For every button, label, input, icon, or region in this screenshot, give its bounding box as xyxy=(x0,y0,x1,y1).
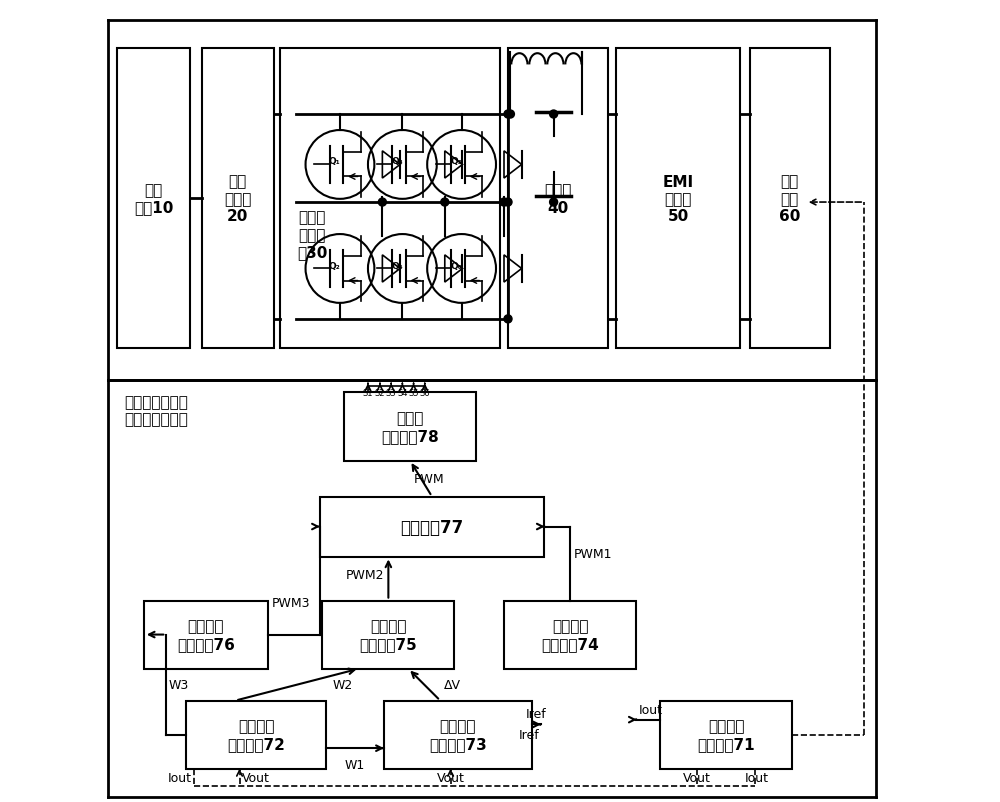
Text: W2: W2 xyxy=(333,678,353,691)
Text: 负载特性
辨识模块72: 负载特性 辨识模块72 xyxy=(227,719,285,751)
Text: PWM: PWM xyxy=(414,472,445,485)
Circle shape xyxy=(504,199,512,207)
Text: 滤波器
40: 滤波器 40 xyxy=(544,183,572,216)
Text: 交流
负载
60: 交流 负载 60 xyxy=(779,174,800,224)
Text: ΔV: ΔV xyxy=(444,678,461,691)
Text: 电压前馈
控制模块76: 电压前馈 控制模块76 xyxy=(177,618,235,651)
Text: Q₆: Q₆ xyxy=(451,261,462,270)
FancyBboxPatch shape xyxy=(280,50,500,349)
Text: W3: W3 xyxy=(169,678,189,691)
Text: PWM3: PWM3 xyxy=(272,597,310,610)
Text: Vout: Vout xyxy=(437,771,465,784)
Text: S1: S1 xyxy=(363,388,373,397)
Text: 电压外环
控制模块73: 电压外环 控制模块73 xyxy=(429,719,487,751)
Text: 电压电流
采样模块71: 电压电流 采样模块71 xyxy=(697,719,755,751)
Text: EMI
滤波器
50: EMI 滤波器 50 xyxy=(662,174,694,224)
Text: PWM2: PWM2 xyxy=(346,569,384,581)
Text: S6: S6 xyxy=(419,388,430,397)
Text: Vout: Vout xyxy=(242,771,270,784)
Text: Vout: Vout xyxy=(683,771,711,784)
FancyBboxPatch shape xyxy=(186,701,326,768)
FancyBboxPatch shape xyxy=(750,50,830,349)
Text: PWM1: PWM1 xyxy=(574,547,613,560)
Text: S3: S3 xyxy=(386,388,396,397)
FancyBboxPatch shape xyxy=(660,701,792,768)
Circle shape xyxy=(500,199,508,207)
Text: S4: S4 xyxy=(397,388,408,397)
Text: Q₅: Q₅ xyxy=(451,157,462,166)
FancyBboxPatch shape xyxy=(508,50,608,349)
Text: 单向离
网逆变
器30: 单向离 网逆变 器30 xyxy=(297,210,327,260)
Text: 占空比
输出模块78: 占空比 输出模块78 xyxy=(381,411,439,444)
Circle shape xyxy=(378,199,386,207)
FancyBboxPatch shape xyxy=(504,601,636,669)
Text: 叠加模块77: 叠加模块77 xyxy=(400,518,464,536)
Text: Q₃: Q₃ xyxy=(391,157,403,166)
FancyBboxPatch shape xyxy=(117,50,190,349)
Circle shape xyxy=(550,111,558,119)
FancyBboxPatch shape xyxy=(384,701,532,768)
Text: 单向离网逆变器
的混合控制系统: 单向离网逆变器 的混合控制系统 xyxy=(124,395,188,427)
Text: Q₄: Q₄ xyxy=(391,261,403,270)
Circle shape xyxy=(504,315,512,323)
Text: S5: S5 xyxy=(408,388,419,397)
Text: W1: W1 xyxy=(345,758,365,771)
Text: 动力
电池10: 动力 电池10 xyxy=(134,183,173,216)
Text: Q₂: Q₂ xyxy=(329,261,341,270)
Text: Iout: Iout xyxy=(638,703,662,715)
Text: Q₁: Q₁ xyxy=(329,157,341,166)
Text: Iref: Iref xyxy=(519,728,539,742)
Circle shape xyxy=(441,199,449,207)
FancyBboxPatch shape xyxy=(202,50,274,349)
Text: Iout: Iout xyxy=(168,771,192,784)
FancyBboxPatch shape xyxy=(322,601,454,669)
Text: Iout: Iout xyxy=(745,771,769,784)
Circle shape xyxy=(506,111,514,119)
FancyBboxPatch shape xyxy=(344,393,476,461)
Circle shape xyxy=(504,111,512,119)
Text: 电流内环
控制模块74: 电流内环 控制模块74 xyxy=(541,618,599,651)
Text: 智能迭代
控制模块75: 智能迭代 控制模块75 xyxy=(359,618,417,651)
Text: S2: S2 xyxy=(375,388,385,397)
FancyBboxPatch shape xyxy=(144,601,268,669)
FancyBboxPatch shape xyxy=(320,497,544,557)
Circle shape xyxy=(550,199,558,207)
Text: 直流
变换器
20: 直流 变换器 20 xyxy=(224,174,251,224)
FancyBboxPatch shape xyxy=(616,50,740,349)
Text: Iref: Iref xyxy=(526,707,547,720)
